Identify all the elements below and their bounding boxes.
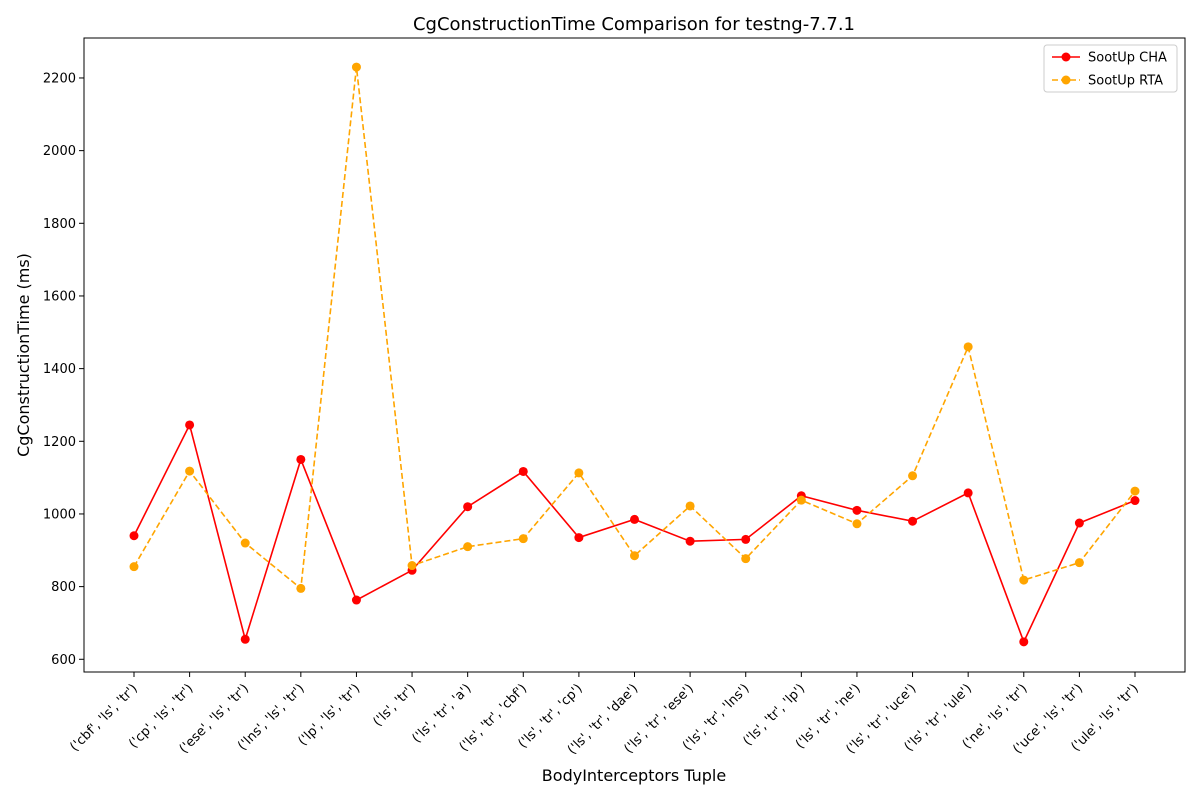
y-tick-label: 2000	[43, 144, 76, 159]
y-tick-label: 2200	[43, 71, 76, 86]
data-point	[351, 62, 361, 72]
data-point	[518, 466, 528, 476]
data-point	[741, 554, 751, 564]
series-layer	[129, 62, 1140, 647]
data-point	[240, 538, 250, 548]
data-point	[1074, 518, 1084, 528]
data-point	[574, 468, 584, 478]
data-point	[630, 551, 639, 561]
data-point	[963, 488, 973, 498]
data-point	[852, 519, 862, 529]
data-point	[463, 502, 473, 512]
y-axis: 600 800 1000 1200 1400 1600 1800 2000 2200	[43, 71, 84, 668]
legend-label: SootUp CHA	[1088, 51, 1167, 66]
plot-area	[83, 37, 1186, 673]
data-point	[796, 495, 806, 505]
data-point	[129, 531, 139, 541]
data-point	[240, 634, 250, 644]
data-point	[185, 420, 195, 430]
legend-marker	[1061, 52, 1071, 62]
y-tick-label: 1600	[43, 289, 76, 304]
data-point	[908, 471, 918, 481]
x-axis-label: BodyInterceptors Tuple	[542, 766, 726, 785]
data-point	[296, 583, 306, 593]
y-tick-label: 1000	[43, 507, 76, 522]
data-point	[1019, 637, 1029, 647]
chart-title: CgConstructionTime Comparison for testng…	[413, 14, 855, 35]
data-point	[1130, 496, 1140, 506]
data-point	[351, 595, 361, 605]
x-axis: ('cbf', 'ls', 'tr')('cp', 'ls', 'tr')('e…	[67, 672, 1142, 758]
legend-marker	[1061, 75, 1071, 85]
data-point	[963, 342, 973, 352]
data-point	[185, 466, 195, 476]
data-point	[908, 516, 918, 526]
data-point	[518, 534, 528, 544]
y-tick-label: 1200	[43, 435, 76, 450]
y-tick-label: 800	[51, 580, 76, 595]
data-point	[296, 454, 306, 464]
data-point	[574, 533, 584, 543]
data-point	[630, 514, 639, 524]
data-point	[741, 534, 751, 544]
y-tick-label: 1800	[43, 217, 76, 232]
data-point	[1019, 575, 1029, 585]
y-tick-label: 600	[51, 653, 76, 668]
data-point	[129, 562, 139, 572]
legend-label: SootUp RTA	[1088, 74, 1163, 89]
x-tick-label: ('ls', 'tr')	[370, 681, 418, 729]
y-tick-label: 1400	[43, 362, 76, 377]
data-point	[463, 542, 473, 552]
data-point	[685, 536, 695, 546]
data-point	[852, 505, 862, 515]
y-axis-label: CgConstructionTime (ms)	[14, 253, 33, 457]
data-point	[685, 501, 695, 511]
data-point	[1130, 486, 1140, 496]
data-point	[1074, 558, 1084, 568]
data-point	[407, 561, 417, 571]
legend: SootUp CHA SootUp RTA	[1043, 44, 1178, 93]
